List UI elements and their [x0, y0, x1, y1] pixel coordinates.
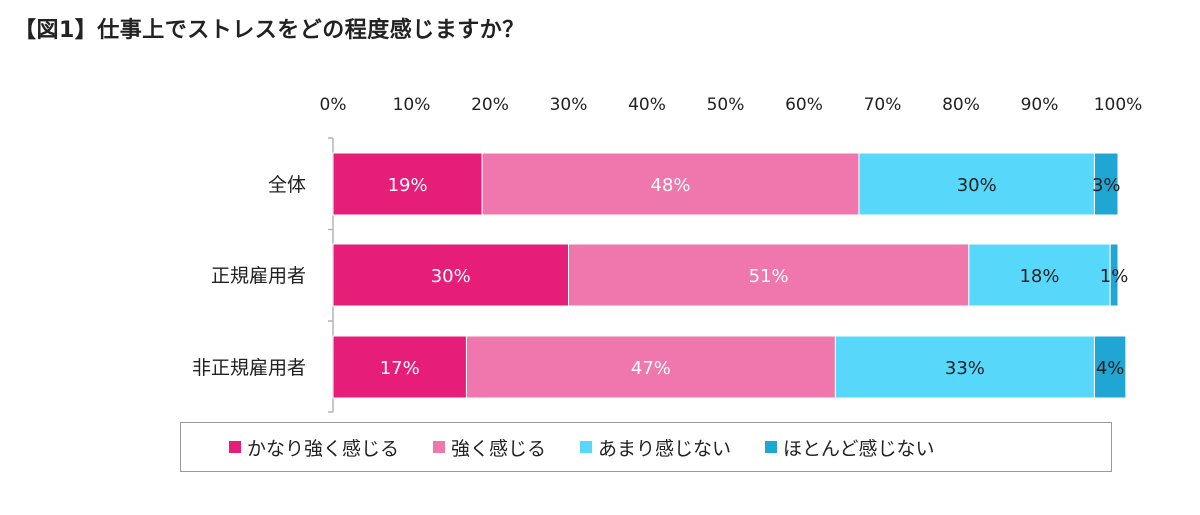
bar-segment [481, 152, 860, 216]
data-label: 30% [957, 175, 997, 196]
legend-item: 強く感じる [433, 434, 546, 461]
data-label: 3% [1092, 175, 1121, 196]
bar-segment [332, 243, 569, 307]
data-label: 48% [651, 175, 691, 196]
legend-label: かなり強く感じる [247, 437, 400, 460]
data-label: 30% [431, 266, 471, 287]
x-tick-label: 10% [393, 95, 431, 115]
legend-swatch [580, 441, 593, 453]
data-label: 47% [631, 358, 671, 379]
x-tick-label: 0% [320, 95, 347, 115]
chart-labels: 全体 19% 48% 30% 3% 正規雇用者 30% 51% 18% 1% 非正規雇用者 17% 47… [192, 174, 1128, 379]
chart-legend: かなり強く感じる 強く感じる あまり感じない ほとんど感じない [180, 422, 1112, 472]
bar-segment [568, 243, 970, 307]
bar-segment [1093, 152, 1119, 216]
category-label: 全体 [268, 174, 306, 196]
data-label: 18% [1019, 266, 1059, 287]
legend-item: かなり強く感じる [229, 434, 399, 461]
x-tick-label: 80% [942, 95, 980, 115]
category-label: 非正規雇用者 [192, 357, 306, 379]
x-tick-label: 20% [471, 95, 509, 115]
x-tick-label: 100% [1094, 95, 1143, 115]
legend-label: あまり感じない [598, 437, 732, 460]
bar-segment [465, 335, 836, 399]
bar-segment [968, 243, 1111, 307]
legend-label: ほとんど感じない [783, 437, 935, 460]
data-label: 51% [749, 266, 789, 287]
category-label: 正規雇用者 [211, 265, 306, 287]
bar-segment [1093, 335, 1127, 399]
legend-swatch [765, 441, 778, 453]
x-tick-label: 50% [707, 95, 745, 115]
data-label: 4% [1096, 358, 1125, 379]
page-title: 【図1】仕事上でストレスをどの程度感じますか？ [14, 18, 525, 43]
legend-swatch [229, 441, 241, 453]
bar-segment [834, 335, 1095, 399]
bar-segment [332, 335, 467, 399]
x-tick-label: 90% [1021, 95, 1059, 115]
x-tick-label: 30% [550, 95, 588, 115]
legend-item: あまり感じない [580, 434, 731, 461]
x-tick-label: 40% [628, 95, 666, 115]
chart-bars [332, 152, 1127, 399]
data-label: 17% [380, 358, 420, 379]
legend-item: ほとんど感じない [765, 434, 934, 461]
data-label: 33% [945, 358, 985, 379]
x-tick-label: 70% [864, 95, 902, 115]
legend-swatch [433, 441, 446, 453]
data-label: 19% [388, 175, 428, 196]
data-label: 1% [1100, 266, 1129, 287]
bar-segment [1109, 243, 1119, 307]
bar-segment [332, 152, 483, 216]
x-tick-label: 60% [785, 95, 823, 115]
bar-segment [858, 152, 1095, 216]
stacked-bar-chart: 0% 10% 20% 30% 40% 50% 60% 70% 80% 90% 100% 全体 19% 4… [192, 95, 1143, 413]
legend-label: 強く感じる [451, 437, 547, 460]
